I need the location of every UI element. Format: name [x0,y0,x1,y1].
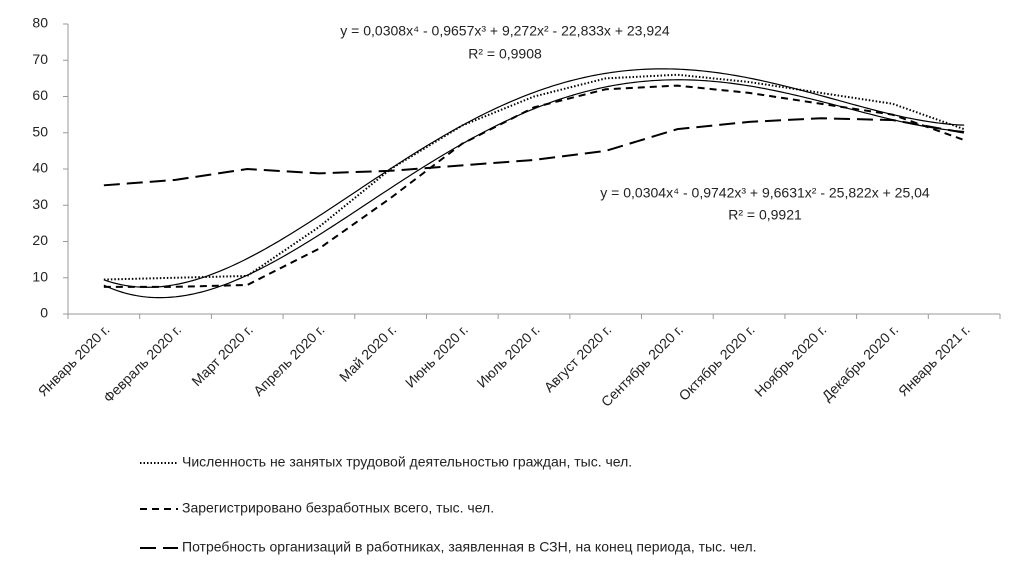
trend-r2: R² = 0,9908 [468,46,542,62]
x-tick-label: Январь 2021 г. [895,321,973,399]
x-tick-label: Январь 2020 г. [35,321,113,399]
x-tick-label: Май 2020 г. [336,321,399,384]
trend-equation: y = 0,0304x⁴ - 0,9742x³ + 9,6631x² - 25,… [600,185,930,201]
trendline [103,68,965,288]
x-tick-label: Август 2020 г. [541,321,615,395]
y-tick-label: 20 [32,232,48,248]
trendline [103,79,965,299]
legend-label: Потребность организаций в работниках, за… [182,539,757,555]
series-line [103,73,965,281]
x-tick-label: Декабрь 2020 г. [819,321,902,404]
y-tick-label: 50 [32,123,48,139]
trend-r2: R² = 0,9921 [728,207,802,223]
legend-label: Численность не занятых трудовой деятельн… [182,454,632,470]
x-tick-label: Ноябрь 2020 г. [751,321,829,399]
x-tick-label: Июль 2020 г. [473,321,542,390]
legend-label: Зарегистрировано безработных всего, тыс.… [182,500,494,516]
y-tick-label: 10 [32,268,48,284]
series-line [103,117,965,187]
series-line [103,84,965,288]
x-tick-label: Февраль 2020 г. [100,321,184,405]
y-tick-label: 80 [32,15,48,31]
y-tick-label: 0 [40,305,48,321]
x-tick-label: Июнь 2020 г. [402,321,471,390]
x-tick-label: Апрель 2020 г. [250,321,328,399]
y-tick-label: 40 [32,160,48,176]
y-tick-label: 60 [32,87,48,103]
trend-equation: y = 0,0308x⁴ - 0,9657x³ + 9,272x² - 22,8… [340,23,670,39]
x-tick-label: Октябрь 2020 г. [675,321,757,403]
y-tick-label: 30 [32,196,48,212]
y-tick-label: 70 [32,51,48,67]
x-tick-label: Март 2020 г. [188,321,256,389]
